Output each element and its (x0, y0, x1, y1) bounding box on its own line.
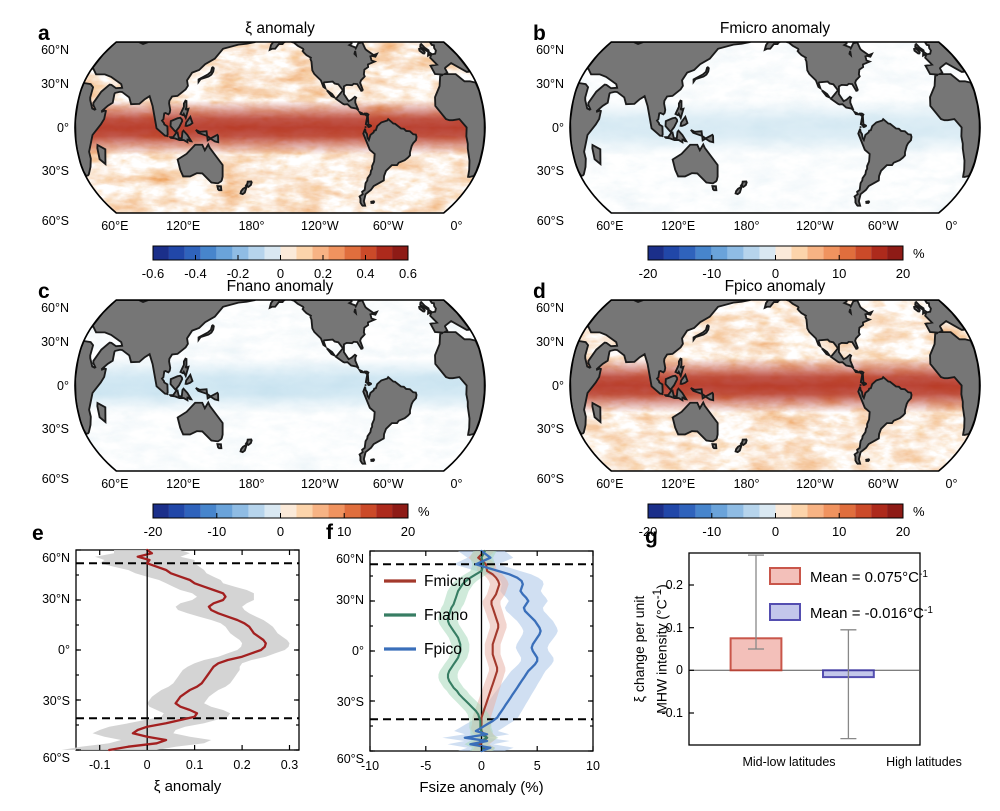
svg-text:-10: -10 (702, 524, 721, 539)
svg-text:0: 0 (771, 524, 778, 539)
svg-text:10: 10 (831, 524, 845, 539)
svg-text:Mean = 0.075°C-1: Mean = 0.075°C-1 (810, 569, 928, 587)
svg-text:0: 0 (276, 524, 283, 539)
svg-text:%: % (913, 246, 925, 261)
svg-text:10: 10 (336, 524, 350, 539)
svg-text:%: % (913, 504, 925, 519)
svg-text:Fmicro: Fmicro (424, 573, 471, 590)
svg-text:-20: -20 (143, 524, 162, 539)
svg-text:20: 20 (400, 524, 414, 539)
svg-text:Fpico: Fpico (424, 641, 462, 658)
svg-text:%: % (418, 504, 430, 519)
svg-text:Mean = -0.016°C-1: Mean = -0.016°C-1 (810, 605, 933, 623)
svg-text:-10: -10 (207, 524, 226, 539)
svg-text:20: 20 (895, 524, 909, 539)
svg-text:Fnano: Fnano (424, 607, 468, 624)
